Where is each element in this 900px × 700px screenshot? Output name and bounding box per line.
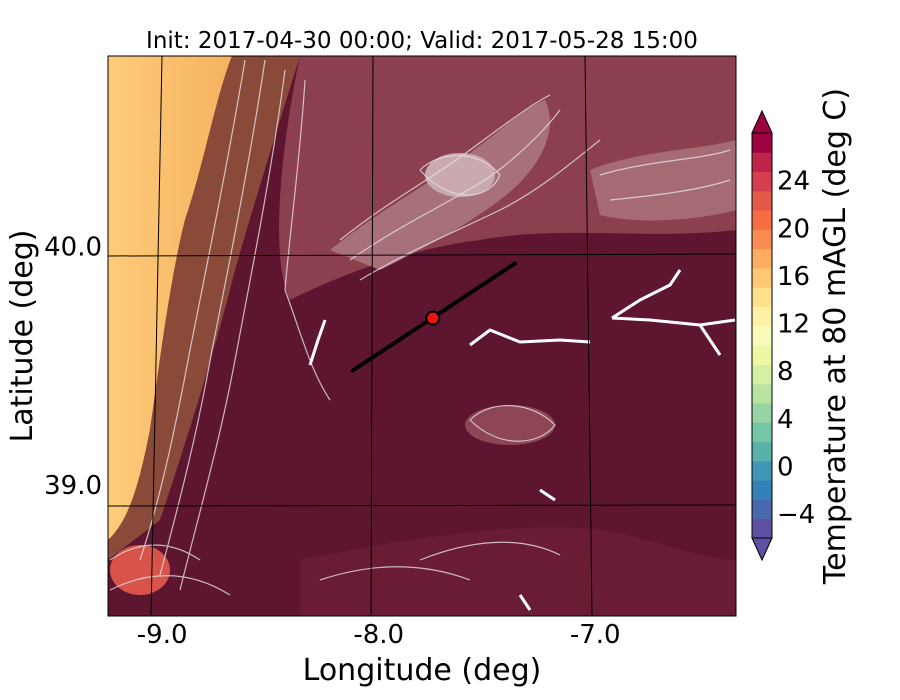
- colorbar-segment: [752, 133, 772, 153]
- mountain-peak: [425, 153, 495, 197]
- rivers: [308, 269, 736, 611]
- colorbar-segment: [752, 306, 772, 327]
- coastal-warm-band: [108, 56, 232, 540]
- site-marker: [425, 310, 441, 326]
- sw-hot-spot: [110, 545, 170, 595]
- colorbar-tick-label: 12: [777, 310, 810, 340]
- colorbar-tick-label: 4: [777, 405, 794, 435]
- colorbar-segment: [752, 171, 772, 192]
- colorbar-segment: [752, 364, 772, 385]
- temperature-field: [108, 56, 736, 616]
- map-frame: [107, 55, 737, 617]
- gridlines: [108, 56, 736, 616]
- y-tick-labels: 40.0 39.0: [44, 233, 102, 501]
- colorbar-segment: [752, 325, 772, 346]
- plot-title: Init: 2017-04-30 00:00; Valid: 2017-05-2…: [146, 28, 698, 54]
- x-tick-label: -8.0: [353, 620, 404, 650]
- colorbar-segment: [752, 268, 772, 288]
- colorbar-label: Temperature at 80 mAGL (deg C): [818, 88, 853, 585]
- colorbar-segment: [752, 210, 772, 230]
- gridline-lon-7: [584, 56, 593, 616]
- x-axis-label: Longitude (deg): [303, 653, 542, 688]
- colorbar-tick-label: 0: [777, 453, 794, 483]
- y-axis-label: Latitude (deg): [5, 230, 40, 443]
- colorbar-segment: [752, 383, 772, 404]
- south-hills: [300, 527, 736, 616]
- colorbar-segment: [752, 518, 772, 539]
- colorbar-extend-min: [751, 537, 773, 562]
- overlay: [350, 261, 518, 373]
- gridline-lat-39: [108, 504, 736, 507]
- colorbar-segment: [752, 229, 772, 250]
- gridline-lon-9: [150, 56, 163, 616]
- central-hill: [465, 405, 555, 445]
- colorbar-frame: [751, 132, 773, 539]
- colorbar-segment: [752, 248, 772, 269]
- colorbar-segment: [752, 152, 772, 173]
- colorbar-tick-label: 20: [777, 214, 810, 244]
- x-tick-label: -7.0: [570, 620, 621, 650]
- colorbar-tick-label: 8: [777, 357, 794, 387]
- colorbar-segment: [752, 345, 772, 365]
- y-tick-label: 40.0: [44, 233, 102, 263]
- colorbar-segment: [752, 480, 772, 500]
- colorbar-segment: [752, 499, 772, 520]
- colorbar-segment: [752, 403, 772, 423]
- colorbar: [751, 109, 773, 562]
- colorbar-tick-label: 16: [777, 262, 810, 292]
- colorbar-segment: [752, 422, 772, 443]
- coastal-transition-band: [108, 56, 300, 560]
- colorbar-segment: [752, 441, 772, 462]
- colorbar-extend-max: [751, 109, 773, 134]
- colorbar-segment: [752, 460, 772, 481]
- colorbar-tick-labels: −4 0 4 8 12 16 20 24: [777, 167, 815, 531]
- x-tick-label: -9.0: [137, 620, 188, 650]
- gridline-lat-40: [108, 253, 736, 257]
- gridline-lon-8: [370, 56, 374, 616]
- colorbar-tick-label: −4: [777, 500, 815, 530]
- x-tick-labels: -9.0 -8.0 -7.0: [137, 620, 621, 650]
- colorbar-segment: [752, 287, 772, 308]
- y-tick-label: 39.0: [44, 471, 102, 501]
- ne-hill: [590, 140, 736, 221]
- colorbar-segment: [752, 190, 772, 211]
- colorbar-tick-label: 24: [777, 167, 810, 197]
